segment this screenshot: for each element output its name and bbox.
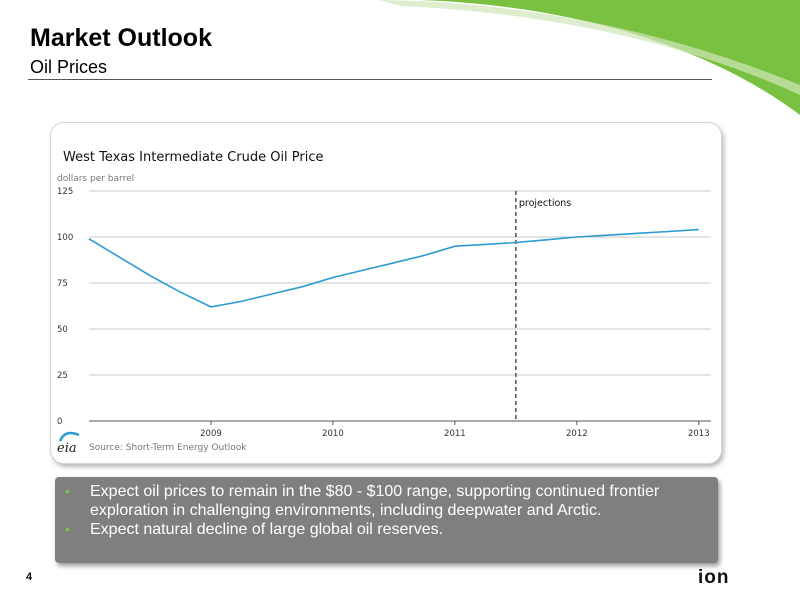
- oil-price-chart: West Texas Intermediate Crude Oil Price …: [57, 150, 711, 456]
- eia-logo: eia: [57, 431, 80, 456]
- projection-label: projections: [519, 198, 571, 209]
- y-tick-label: 125: [57, 187, 73, 197]
- chart-panel: West Texas Intermediate Crude Oil Price …: [50, 122, 722, 464]
- price-series-line: [88, 228, 699, 308]
- ion-logo: ion: [698, 568, 730, 585]
- bullet-marker: •: [65, 483, 70, 499]
- bullet-text: Expect oil prices to remain in the $80 -…: [90, 483, 660, 519]
- y-tick-label: 100: [57, 233, 73, 243]
- x-tick-label: 2011: [444, 429, 466, 439]
- y-tick-label: 75: [57, 279, 68, 289]
- green-swoosh-decoration: [380, 0, 800, 115]
- header-divider: [28, 79, 712, 80]
- x-tick-label: 2009: [200, 429, 222, 439]
- y-axis-unit-label: dollars per barrel: [57, 174, 134, 184]
- bullet-list: • Expect oil prices to remain in the $80…: [55, 477, 718, 539]
- ion-logo-text: ion: [698, 568, 730, 585]
- x-tick-label: 2010: [322, 429, 344, 439]
- bullet-box: • Expect oil prices to remain in the $80…: [55, 477, 718, 563]
- page-number: 4: [26, 571, 33, 583]
- y-tick-label: 50: [57, 325, 68, 335]
- page-subtitle: Oil Prices: [30, 57, 108, 77]
- eia-logo-text: eia: [57, 441, 77, 456]
- y-tick-label: 0: [57, 417, 62, 427]
- bullet-marker: •: [65, 521, 70, 537]
- bullet-item: • Expect natural decline of large global…: [65, 520, 710, 539]
- y-tick-label: 25: [57, 371, 68, 381]
- page-title: Market Outlook: [30, 24, 212, 52]
- chart-title: West Texas Intermediate Crude Oil Price: [63, 150, 324, 165]
- bullet-item: • Expect oil prices to remain in the $80…: [65, 482, 710, 520]
- eia-logo-swoosh: [58, 431, 80, 442]
- chart-source: Source: Short-Term Energy Outlook: [89, 443, 247, 453]
- bullet-text: Expect natural decline of large global o…: [90, 521, 444, 538]
- x-tick-label: 2012: [566, 429, 588, 439]
- x-tick-label: 2013: [688, 429, 710, 439]
